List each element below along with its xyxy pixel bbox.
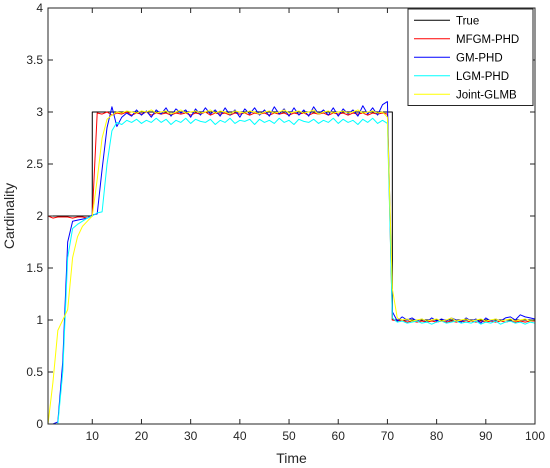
x-tick-label: 60 <box>332 429 346 443</box>
x-tick-label: 90 <box>479 429 493 443</box>
y-tick-label: 3.5 <box>26 53 43 67</box>
series-line-lgm-phd <box>48 117 536 425</box>
y-tick-label: 3 <box>36 105 43 119</box>
legend-label-mfgm-phd: MFGM-PHD <box>456 34 519 46</box>
y-tick-label: 0.5 <box>26 365 43 379</box>
ticks-layer: 10 20 30 40 50 60 70 80 90 100 0 0.5 1 1.5 2 2.5 3 3.5 4 <box>26 1 545 443</box>
x-tick-label: 40 <box>233 429 247 443</box>
series-layer <box>47 101 536 425</box>
y-tick-label: 1 <box>36 313 43 327</box>
legend-label-lgm-phd: LGM-PHD <box>456 71 509 83</box>
y-tick-label: 4 <box>36 1 43 15</box>
legend-label-true: True <box>456 15 479 27</box>
y-tick-label: 2 <box>36 209 43 223</box>
x-axis-label: Time <box>276 450 307 466</box>
y-axis-label: Cardinality <box>1 183 17 249</box>
legend-label-joint-glmb: Joint-GLMB <box>456 89 517 101</box>
x-tick-label: 30 <box>184 429 198 443</box>
series-line-joint-glmb <box>47 109 536 425</box>
y-tick-label: 0 <box>36 417 43 431</box>
x-tick-label: 20 <box>135 429 149 443</box>
legend-label-gm-phd: GM-PHD <box>456 52 503 64</box>
y-tick-label: 2.5 <box>26 157 43 171</box>
x-tick-label: 80 <box>430 429 444 443</box>
x-tick-label: 70 <box>381 429 395 443</box>
legend: True MFGM-PHD GM-PHD LGM-PHD Joint-GLMB <box>407 8 534 106</box>
x-tick-label: 100 <box>525 429 545 443</box>
x-tick-label: 10 <box>86 429 100 443</box>
x-tick-label: 50 <box>282 429 296 443</box>
y-tick-label: 1.5 <box>26 261 43 275</box>
